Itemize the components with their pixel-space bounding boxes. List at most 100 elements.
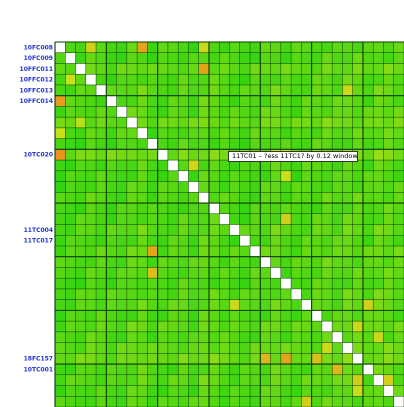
heatmap-cell[interactable] [311,224,323,236]
heatmap-cell[interactable] [393,235,404,247]
heatmap-cell[interactable] [229,267,241,279]
diagonal-cell[interactable] [147,138,158,150]
heatmap-cell[interactable] [116,278,128,290]
heatmap-cell[interactable] [85,374,97,386]
diagonal-cell[interactable] [208,203,220,215]
heatmap-cell[interactable] [393,245,404,258]
heatmap-cell[interactable] [311,181,323,193]
heatmap-cell[interactable] [280,353,292,365]
heatmap-cell[interactable] [260,396,271,407]
heatmap-cell[interactable] [342,117,353,129]
heatmap-cell[interactable] [178,213,189,225]
heatmap-cell[interactable] [311,170,323,182]
heatmap-cell[interactable] [311,127,323,139]
heatmap-cell[interactable] [126,310,138,322]
heatmap-cell[interactable] [352,331,364,343]
heatmap-cell[interactable] [157,245,169,258]
diagonal-cell[interactable] [188,181,200,193]
heatmap-cell[interactable] [65,299,76,311]
heatmap-cell[interactable] [280,331,292,343]
heatmap-cell[interactable] [393,224,404,236]
heatmap-cell[interactable] [208,256,220,268]
heatmap-cell[interactable] [106,299,117,311]
heatmap-cell[interactable] [393,278,404,290]
heatmap-cell[interactable] [219,256,230,268]
heatmap-cell[interactable] [270,170,282,182]
heatmap-cell[interactable] [311,52,323,64]
heatmap-cell[interactable] [96,42,107,54]
heatmap-cell[interactable] [250,106,261,118]
heatmap-cell[interactable] [106,52,117,64]
heatmap-cell[interactable] [137,342,148,354]
heatmap-cell[interactable] [198,385,210,397]
heatmap-cell[interactable] [270,63,282,75]
heatmap-cell[interactable] [65,374,76,386]
heatmap-cell[interactable] [393,160,404,172]
heatmap-cell[interactable] [198,364,210,376]
heatmap-cell[interactable] [147,117,158,129]
heatmap-cell[interactable] [75,52,87,64]
heatmap-cell[interactable] [208,288,220,300]
heatmap-cell[interactable] [383,321,395,333]
heatmap-cell[interactable] [85,396,97,407]
heatmap-cell[interactable] [352,288,364,300]
heatmap-cell[interactable] [55,117,66,129]
heatmap-cell[interactable] [383,224,395,236]
heatmap-cell[interactable] [188,321,200,333]
heatmap-cell[interactable] [373,364,384,376]
heatmap-cell[interactable] [229,331,241,343]
heatmap-cell[interactable] [75,138,87,150]
heatmap-cell[interactable] [178,331,189,343]
heatmap-cell[interactable] [137,288,148,300]
heatmap-cell[interactable] [250,299,261,311]
heatmap-cell[interactable] [188,267,200,279]
heatmap-cell[interactable] [147,149,158,161]
heatmap-cell[interactable] [362,149,374,161]
heatmap-cell[interactable] [96,396,107,407]
heatmap-cell[interactable] [301,138,312,150]
heatmap-cell[interactable] [352,213,364,225]
heatmap-cell[interactable] [332,213,343,225]
heatmap-cell[interactable] [260,213,271,225]
heatmap-cell[interactable] [198,299,210,311]
heatmap-cell[interactable] [188,278,200,290]
heatmap-cell[interactable] [116,353,128,365]
heatmap-cell[interactable] [147,95,158,107]
diagonal-cell[interactable] [332,331,343,343]
heatmap-cell[interactable] [352,224,364,236]
heatmap-cell[interactable] [321,213,333,225]
heatmap-cell[interactable] [250,288,261,300]
heatmap-cell[interactable] [260,42,271,54]
heatmap-cell[interactable] [55,353,66,365]
heatmap-cell[interactable] [373,52,384,64]
heatmap-cell[interactable] [280,192,292,204]
heatmap-cell[interactable] [383,203,395,215]
heatmap-cell[interactable] [270,42,282,54]
heatmap-cell[interactable] [198,213,210,225]
heatmap-cell[interactable] [393,364,404,376]
diagonal-cell[interactable] [270,267,282,279]
heatmap-cell[interactable] [147,256,158,268]
heatmap-cell[interactable] [383,267,395,279]
heatmap-cell[interactable] [352,127,364,139]
heatmap-cell[interactable] [280,396,292,407]
heatmap-cell[interactable] [157,192,169,204]
diagonal-cell[interactable] [362,364,374,376]
heatmap-cell[interactable] [178,192,189,204]
heatmap-cell[interactable] [106,127,117,139]
heatmap-cell[interactable] [373,160,384,172]
heatmap-cell[interactable] [198,74,210,86]
heatmap-cell[interactable] [116,192,128,204]
heatmap-cell[interactable] [198,374,210,386]
heatmap-cell[interactable] [167,288,179,300]
heatmap-cell[interactable] [208,117,220,129]
heatmap-cell[interactable] [229,288,241,300]
heatmap-cell[interactable] [373,299,384,311]
heatmap-cell[interactable] [229,106,241,118]
heatmap-cell[interactable] [270,256,282,268]
heatmap-cell[interactable] [137,278,148,290]
heatmap-cell[interactable] [270,160,282,172]
heatmap-cell[interactable] [362,353,374,365]
heatmap-cell[interactable] [137,299,148,311]
heatmap-cell[interactable] [198,181,210,193]
